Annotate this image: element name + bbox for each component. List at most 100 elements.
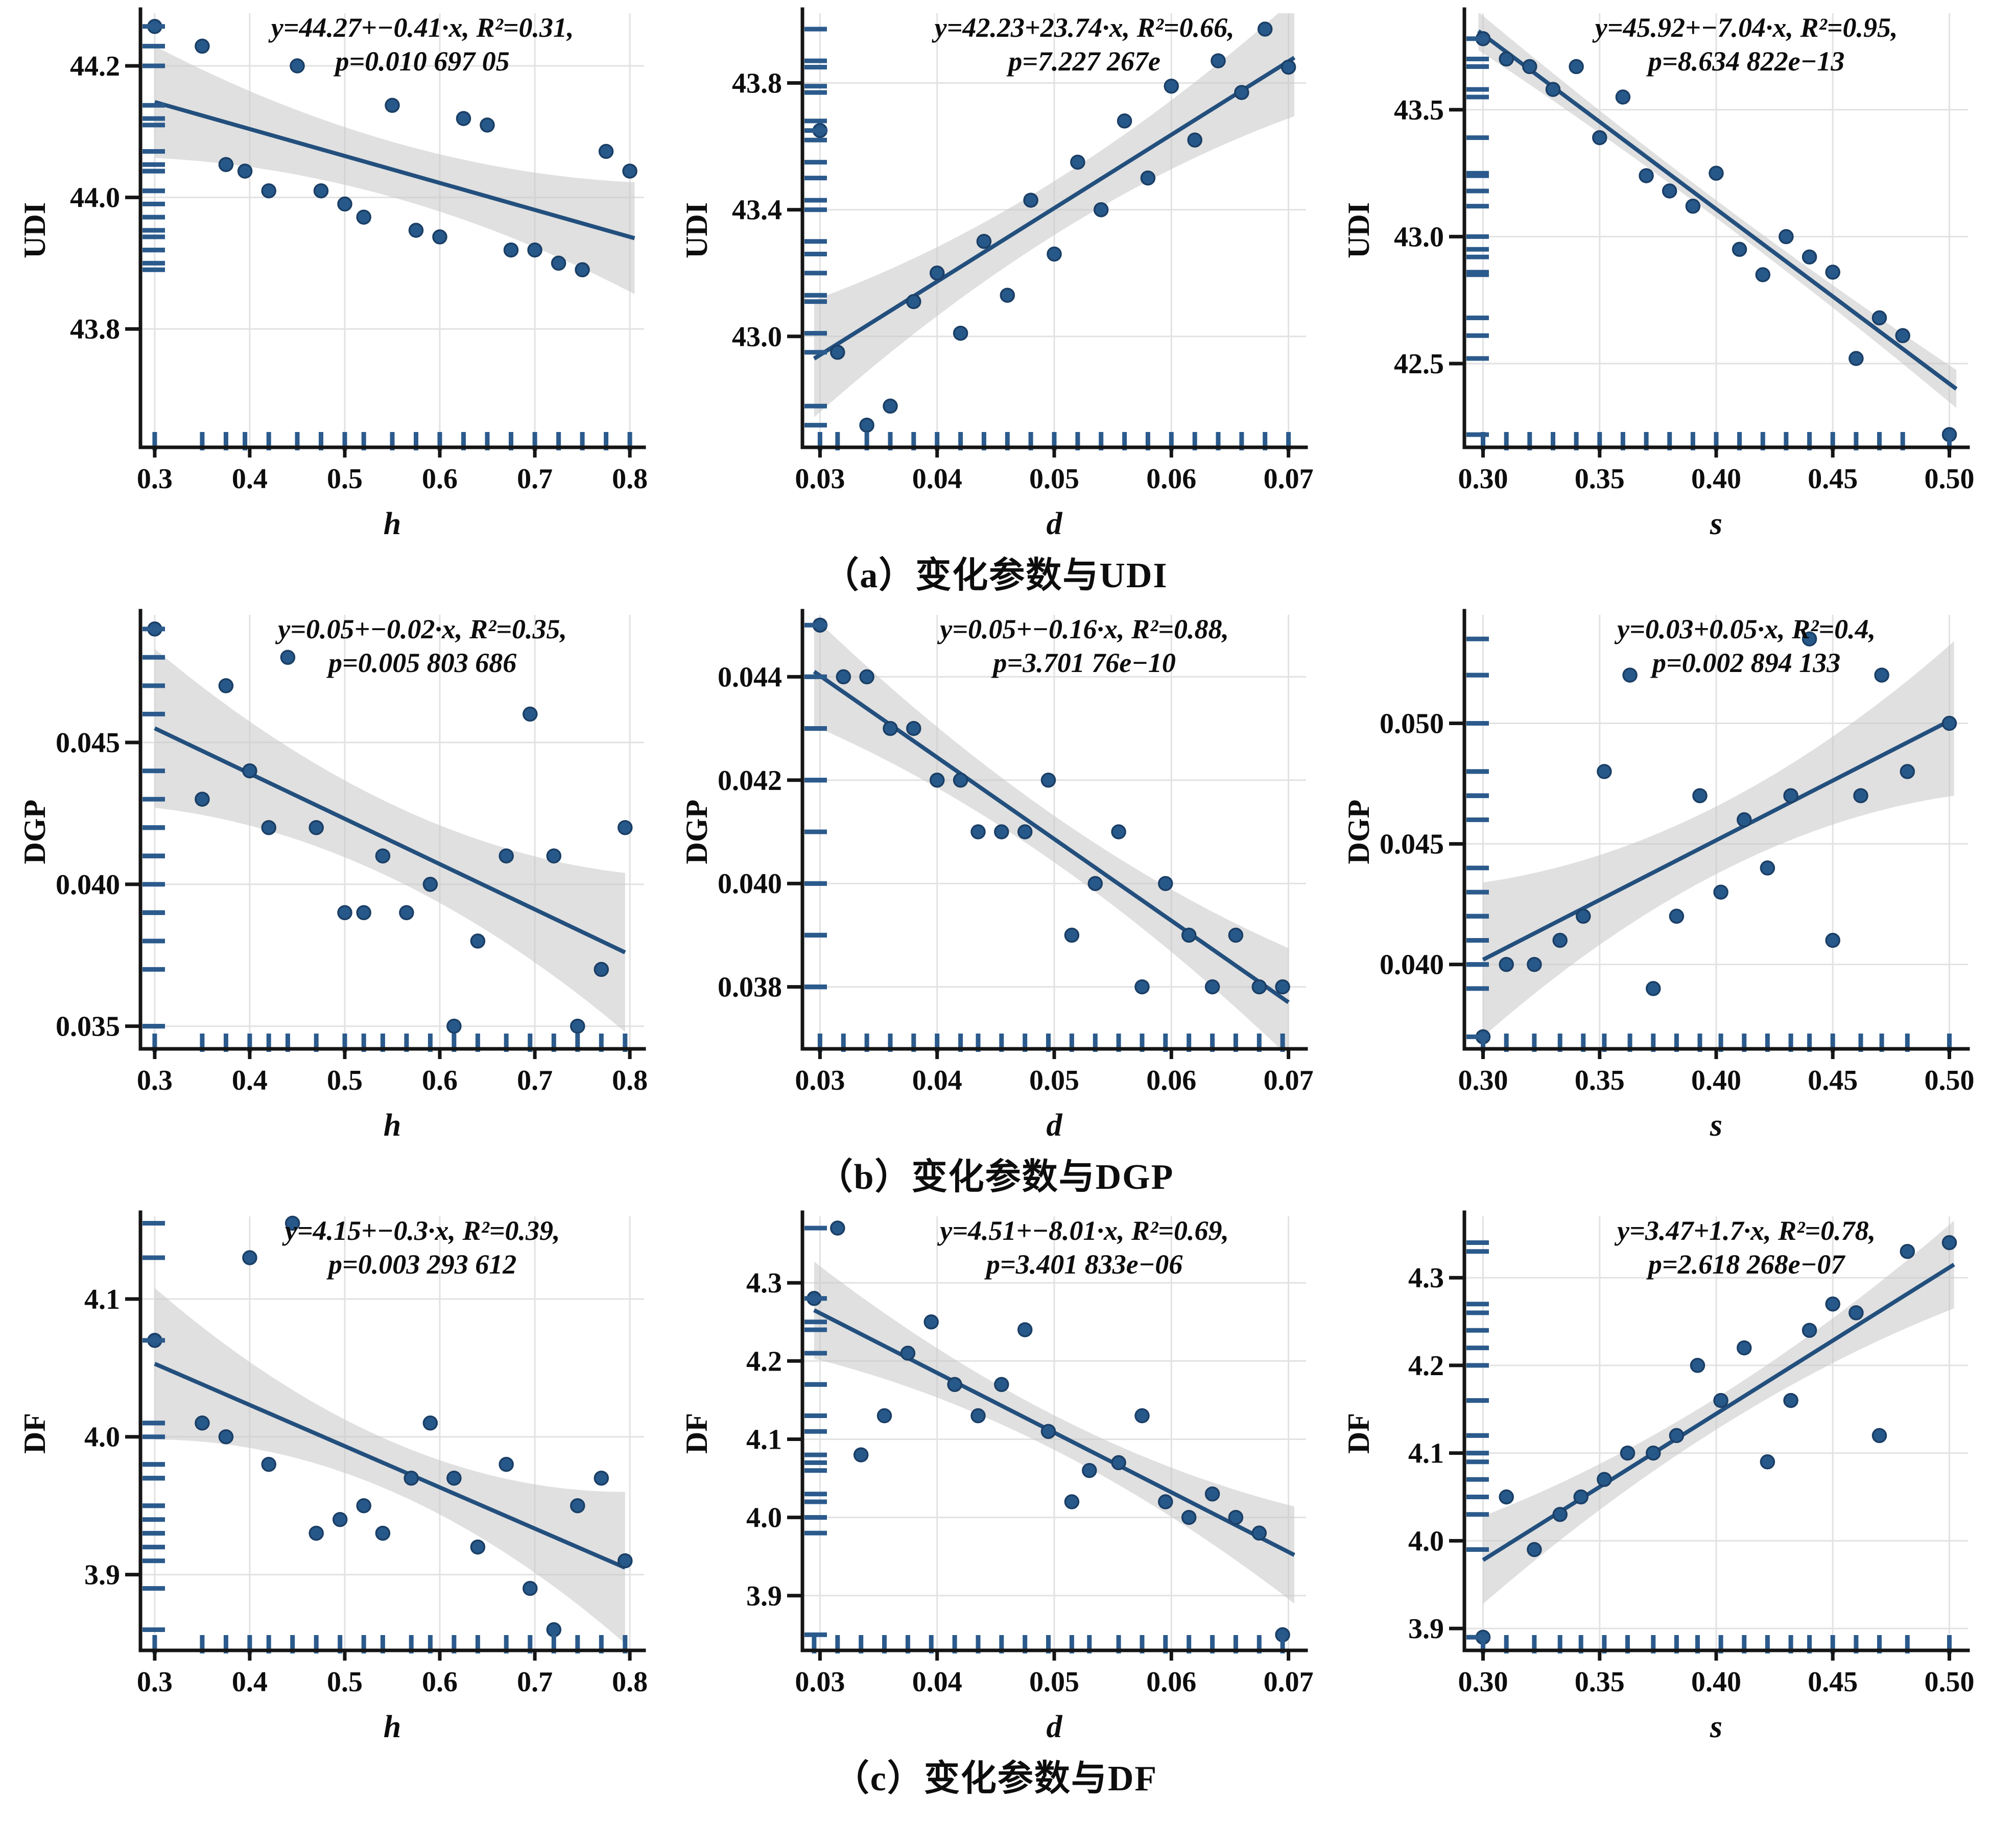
scatter-point — [432, 229, 447, 245]
scatter-point — [1545, 82, 1561, 97]
annotation-equation: y=4.51+−8.01·x, R²=0.69, — [937, 1215, 1229, 1246]
scatter-point — [1522, 59, 1537, 75]
scatter-point — [1737, 812, 1752, 828]
scatter-point — [337, 905, 352, 921]
scatter-point — [1592, 130, 1607, 146]
scatter-point — [546, 848, 562, 863]
scatter-point — [1047, 246, 1062, 262]
svg-text:4.0: 4.0 — [84, 1422, 120, 1453]
regression-line — [154, 1362, 626, 1570]
scatter-point — [470, 933, 486, 949]
scatter-point — [337, 196, 352, 212]
scatter-point — [1662, 183, 1677, 199]
scatter-point — [309, 820, 324, 835]
x-axis-label: s — [1710, 1710, 1722, 1744]
gridlines — [1464, 615, 1968, 1049]
svg-text:4.1: 4.1 — [84, 1284, 120, 1315]
svg-text:44.2: 44.2 — [70, 51, 120, 82]
major-ticks — [787, 675, 1291, 1059]
y-rug-marks — [804, 622, 827, 990]
scatter-point — [570, 1018, 585, 1034]
scatter-point — [1111, 824, 1126, 839]
scatter-point — [1093, 202, 1109, 218]
major-ticks — [125, 64, 632, 458]
chart-df-s: 4.3 4.2 4.1 4.0 3.9 0.30 0.35 0.40 0.45 0.50 DF s y=… — [1342, 1210, 1975, 1744]
regression-annotation: y=0.03+0.05·x, R²=0.4,p=0.002 894 133 — [1614, 614, 1876, 678]
scatter-point — [1848, 1305, 1864, 1321]
scatter-point — [446, 1018, 462, 1034]
scatter-points — [1475, 631, 1957, 1045]
scatter-point — [237, 163, 253, 179]
regression-annotation: y=3.47+1.7·x, R²=0.78,p=2.618 268e−07 — [1614, 1215, 1876, 1280]
regression-annotation: y=42.23+23.74·x, R²=0.66,p=7.227 267e — [932, 12, 1235, 77]
annotation-pvalue: p=0.010 697 05 — [334, 46, 510, 77]
scatter-point — [408, 223, 424, 238]
scatter-point — [551, 255, 566, 271]
regression-annotation: y=4.15+−0.3·x, R²=0.39,p=0.003 293 612 — [282, 1215, 560, 1280]
scatter-point — [1134, 979, 1150, 995]
scatter-points — [147, 621, 633, 1034]
scatter-point — [883, 398, 898, 414]
scatter-point — [456, 111, 471, 126]
svg-text:3.9: 3.9 — [1408, 1613, 1444, 1645]
svg-text:0.05: 0.05 — [1029, 1065, 1079, 1096]
scatter-point — [970, 824, 986, 839]
plot-df-h: 4.1 4.0 3.9 0.3 0.4 0.5 0.6 0.7 0.8 DF h y=4.15+−0.… — [10, 1210, 657, 1751]
svg-text:0.3: 0.3 — [137, 1065, 173, 1096]
scatter-point — [546, 1622, 562, 1638]
annotation-pvalue: p=3.701 76e−10 — [991, 647, 1175, 678]
plot-row-udi: 44.2 44.0 43.8 0.3 0.4 0.5 0.6 0.7 0.8 UDI h y=44.2… — [10, 7, 1981, 548]
scatter-point — [1187, 132, 1202, 148]
scatter-point — [1134, 1408, 1150, 1424]
svg-text:3.9: 3.9 — [746, 1580, 782, 1612]
scatter-point — [1527, 1542, 1542, 1557]
y-axis-label: DGP — [680, 800, 714, 865]
confidence-band — [814, 617, 1289, 1049]
scatter-point — [1825, 1296, 1840, 1312]
regression-annotation: y=0.05+−0.16·x, R²=0.88,p=3.701 76e−10 — [937, 614, 1229, 678]
svg-text:0.3: 0.3 — [137, 1666, 173, 1698]
svg-text:0.8: 0.8 — [612, 1065, 648, 1096]
scatter-point — [1871, 1428, 1887, 1444]
scatter-point — [594, 962, 609, 977]
scatter-point — [1692, 788, 1708, 803]
annotation-pvalue: p=0.003 293 612 — [326, 1249, 516, 1280]
gridlines — [1464, 13, 1968, 447]
svg-text:0.03: 0.03 — [795, 463, 845, 495]
svg-text:4.0: 4.0 — [746, 1502, 782, 1534]
chart-dgp-h: 0.045 0.040 0.035 0.3 0.4 0.5 0.6 0.7 0.8 DGP h y=0… — [18, 609, 648, 1143]
scatter-point — [836, 669, 851, 685]
scatter-point — [499, 848, 514, 863]
svg-text:44.0: 44.0 — [70, 182, 120, 214]
scatter-point — [503, 242, 519, 258]
y-tick-labels: 43.5 43.0 42.5 — [1394, 94, 1444, 380]
y-axis-label: DGP — [1342, 800, 1376, 865]
scatter-point — [1228, 1509, 1244, 1525]
svg-text:0.05: 0.05 — [1029, 1666, 1079, 1698]
scatter-points — [1475, 1235, 1957, 1645]
scatter-point — [853, 1447, 869, 1462]
svg-text:0.4: 0.4 — [232, 1065, 268, 1096]
scatter-point — [1871, 310, 1887, 326]
x-tick-labels: 0.3 0.4 0.5 0.6 0.7 0.8 — [137, 463, 648, 495]
annotation-equation: y=4.15+−0.3·x, R²=0.39, — [282, 1215, 560, 1246]
y-rug-marks — [1466, 1240, 1489, 1640]
x-tick-labels: 0.30 0.35 0.40 0.45 0.50 — [1458, 1666, 1975, 1698]
scatter-point — [1802, 1323, 1817, 1338]
svg-text:0.35: 0.35 — [1575, 1065, 1625, 1096]
svg-text:0.50: 0.50 — [1925, 1065, 1975, 1096]
svg-text:0.4: 0.4 — [232, 463, 268, 495]
svg-text:4.2: 4.2 — [1408, 1350, 1444, 1382]
figure-panel: 44.2 44.0 43.8 0.3 0.4 0.5 0.6 0.7 0.8 UDI h y=44.2… — [10, 7, 1981, 1798]
svg-text:0.040: 0.040 — [718, 868, 782, 900]
y-tick-labels: 4.3 4.2 4.1 4.0 3.9 — [1408, 1262, 1444, 1645]
chart-udi-d: 43.8 43.4 43.0 0.03 0.04 0.05 0.06 0.07 UDI d y=42… — [680, 7, 1314, 541]
annotation-pvalue: p=0.002 894 133 — [1650, 647, 1840, 678]
chart-udi-s: 43.5 43.0 42.5 0.30 0.35 0.40 0.45 0.50 UDI s y=45… — [1342, 7, 1975, 541]
scatter-point — [1499, 956, 1514, 972]
annotation-equation: y=44.27+−0.41·x, R²=0.31, — [268, 12, 574, 43]
scatter-point — [527, 242, 542, 258]
major-ticks — [125, 1297, 632, 1661]
scatter-point — [399, 905, 414, 921]
scatter-point — [1941, 715, 1957, 731]
